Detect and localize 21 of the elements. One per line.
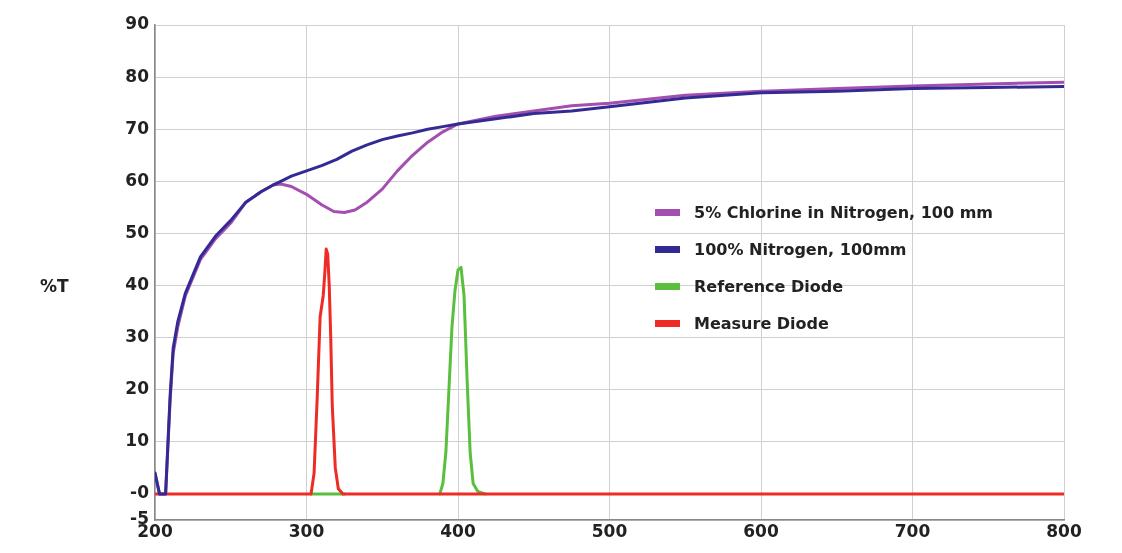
y-tick-label: 90 [125,13,150,34]
x-tick-label: 300 [288,520,325,541]
y-tick-label: 20 [125,378,150,399]
legend-label: Reference Diode [694,277,844,296]
legend-label: 100% Nitrogen, 100mm [694,240,907,259]
y-tick-label: 70 [125,117,150,138]
y-tick-label: 10 [125,430,150,451]
x-tick-label: 400 [440,520,476,541]
x-tick-label: 600 [743,520,779,541]
x-tick-label: 800 [1046,520,1082,541]
legend-label: Measure Diode [694,314,829,333]
y-axis-title: %T [40,276,69,296]
x-tick-label: 500 [591,520,628,541]
x-tick-label: 700 [894,520,931,541]
y-tick-label: 50 [125,221,150,242]
legend-label: 5% Chlorine in Nitrogen, 100 mm [694,203,994,222]
y-tick-label: 80 [125,65,150,86]
y-tick-label: 40 [125,273,150,294]
y-tick-label: 30 [125,326,150,347]
y-tick-label: -0 [130,482,150,503]
y-tick-label: 60 [125,169,150,190]
